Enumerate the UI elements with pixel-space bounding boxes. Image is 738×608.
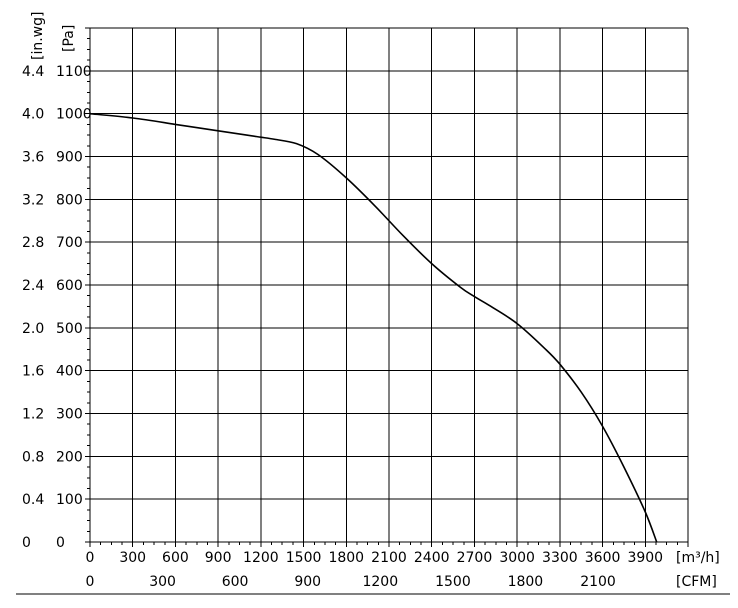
x2-unit-label: [CFM]	[676, 574, 717, 590]
x-tick-label: 2700	[457, 550, 493, 566]
x-unit-label: [m³/h]	[676, 550, 720, 566]
axes	[16, 28, 730, 595]
y-right-tick-label: 100	[56, 492, 83, 508]
x2-tick-label: 900	[294, 574, 321, 590]
x-tick-label: 300	[119, 550, 146, 566]
y-left-tick-label: 2.8	[22, 235, 44, 251]
y-left-unit-label: [in.wg]	[30, 12, 46, 60]
grid	[90, 27, 689, 542]
y-left-tick-label: 4.4	[22, 64, 44, 80]
y-right-tick-label: 500	[56, 321, 83, 337]
x2-tick-label: 1200	[362, 574, 398, 590]
series-layer	[89, 112, 658, 543]
x-tick-labels: 0 300 600 900 1200 1500 1800 2100 2400 2700 3000 33…	[86, 550, 664, 566]
y-left-tick-label: 4.0	[22, 107, 44, 123]
x2-tick-label: 2100	[580, 574, 616, 590]
x-tick-label: 1500	[286, 550, 322, 566]
x-tick-label: 3600	[585, 550, 621, 566]
y-right-tick-label: 900	[56, 150, 83, 166]
x-tick-label: 2400	[414, 550, 450, 566]
x-tick-label: 3000	[499, 550, 535, 566]
y-left-tick-label: 0.8	[22, 449, 44, 465]
y-right-tick-label: 300	[56, 407, 83, 423]
x2-tick-label: 300	[149, 574, 176, 590]
x-tick-label: 3900	[627, 550, 663, 566]
y-left-tick-label: 2.4	[22, 278, 44, 294]
y-right-unit-label: [Pa]	[61, 25, 77, 52]
minor-ticks	[85, 27, 689, 547]
x2-tick-label: 1800	[508, 574, 544, 590]
x-tick-label: 600	[162, 550, 189, 566]
y-right-tick-label: 1000	[56, 107, 92, 123]
y-left-tick-label: 0.4	[22, 492, 44, 508]
x2-tick-labels: 0 300 600 900 1200 1500 1800 2100	[86, 574, 616, 590]
y-right-tick-label: 800	[56, 192, 83, 208]
y-right-tick-label: 400	[56, 364, 83, 380]
x-tick-label: 900	[205, 550, 232, 566]
x2-tick-label: 600	[222, 574, 249, 590]
y-right-tick-label: 200	[56, 449, 83, 465]
x-tick-label: 1200	[243, 550, 279, 566]
y-left-tick-label: 1.2	[22, 407, 44, 423]
x-tick-label: 3300	[542, 550, 578, 566]
y-left-tick-label: 1.6	[22, 364, 44, 380]
x2-tick-label: 1500	[435, 574, 471, 590]
y-left-tick-label: 0	[22, 535, 31, 551]
x-tick-label: 0	[86, 550, 95, 566]
series-line-performance-curve	[89, 112, 658, 543]
y-right-tick-label: 700	[56, 235, 83, 251]
x-tick-label: 2100	[371, 550, 407, 566]
y-left-tick-label: 3.2	[22, 192, 44, 208]
x-tick-label: 1800	[328, 550, 364, 566]
y-right-tick-label: 0	[56, 535, 65, 551]
y-right-tick-label: 1100	[56, 64, 92, 80]
y-right-tick-label: 600	[56, 278, 83, 294]
y-left-tick-label: 3.6	[22, 150, 44, 166]
y-tick-labels: 0 0 0.4 100 0.8 200 1.2 300 1.6 400 2.0 500 2.4 600 2.…	[22, 64, 92, 551]
x2-tick-label: 0	[86, 574, 95, 590]
y-left-tick-label: 2.0	[22, 321, 44, 337]
